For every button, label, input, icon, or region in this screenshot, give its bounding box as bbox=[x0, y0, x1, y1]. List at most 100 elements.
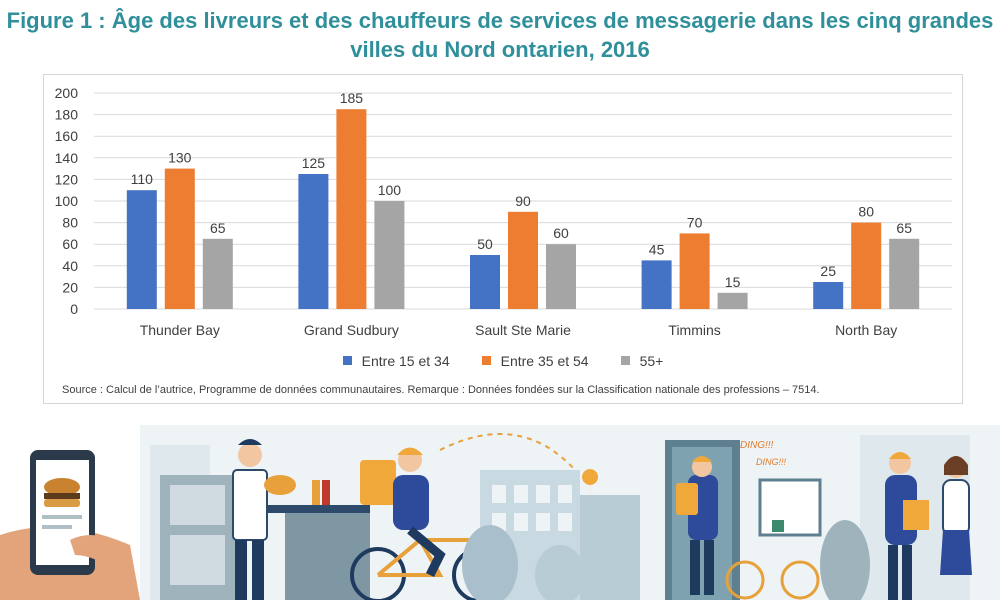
legend-item: Entre 15 et 34 bbox=[342, 353, 450, 369]
y-tick-label: 120 bbox=[55, 171, 79, 187]
oven-window-lower bbox=[170, 535, 225, 585]
courier-leg bbox=[704, 540, 714, 595]
data-label: 185 bbox=[340, 90, 364, 106]
data-label: 15 bbox=[725, 274, 741, 290]
route-path bbox=[439, 433, 576, 471]
burger-bun bbox=[44, 499, 80, 507]
data-label: 80 bbox=[858, 204, 874, 220]
bar bbox=[851, 222, 882, 309]
data-label: 70 bbox=[687, 214, 703, 230]
bar bbox=[546, 244, 576, 309]
house-window bbox=[758, 478, 822, 537]
bush bbox=[462, 525, 518, 600]
location-pin-icon bbox=[582, 469, 599, 503]
data-label: 45 bbox=[649, 241, 665, 257]
ding-text: DING!!! bbox=[740, 440, 774, 451]
bar-chart: 0 20 40 60 80 100 120 140 160 180 200 110 130 65 Thund… bbox=[55, 85, 952, 338]
x-category-label: North Bay bbox=[835, 322, 897, 338]
cook-cap bbox=[238, 439, 262, 445]
x-category-label: Timmins bbox=[668, 322, 720, 338]
bush bbox=[820, 520, 870, 600]
source-note: Source : Calcul de l’autrice, Programme … bbox=[62, 384, 820, 396]
bush bbox=[535, 545, 585, 600]
ding-text: DING!!! bbox=[756, 457, 787, 467]
legend-swatch bbox=[620, 356, 630, 365]
legend-swatch bbox=[342, 356, 352, 365]
oven-window bbox=[170, 485, 225, 525]
counter-top bbox=[240, 505, 370, 513]
courier-right-leg bbox=[888, 545, 898, 600]
screen-text-line bbox=[42, 525, 72, 529]
y-tick-label: 80 bbox=[62, 215, 78, 231]
bar bbox=[374, 201, 405, 309]
data-label: 100 bbox=[378, 182, 402, 198]
legend-label: Entre 35 et 54 bbox=[500, 353, 589, 369]
ketchup-bottle bbox=[322, 480, 330, 505]
y-tick-label: 140 bbox=[55, 150, 79, 166]
legend-item: 55+ bbox=[620, 353, 664, 369]
data-label: 65 bbox=[210, 220, 226, 236]
legend-label: 55+ bbox=[639, 353, 664, 369]
cook-apron bbox=[232, 469, 268, 541]
y-tick-label: 180 bbox=[55, 107, 79, 123]
bar bbox=[717, 292, 748, 309]
y-tick-label: 200 bbox=[55, 85, 79, 101]
bar bbox=[336, 109, 367, 309]
bar bbox=[679, 233, 710, 309]
data-label: 110 bbox=[131, 171, 154, 187]
cyclist-body bbox=[393, 475, 429, 530]
building-windows bbox=[492, 485, 572, 531]
cook-leg-right bbox=[252, 540, 264, 600]
data-label: 50 bbox=[477, 236, 493, 252]
cook-head bbox=[238, 443, 262, 467]
delivery-bag bbox=[903, 500, 929, 530]
bar bbox=[164, 168, 195, 309]
legend-swatch bbox=[481, 356, 491, 365]
bar bbox=[202, 238, 233, 309]
delivery-backpack bbox=[360, 460, 396, 505]
x-category-label: Sault Ste Marie bbox=[475, 322, 571, 338]
legend-item: Entre 35 et 54 bbox=[481, 353, 589, 369]
bar bbox=[126, 190, 157, 309]
legend-label: Entre 15 et 34 bbox=[361, 353, 450, 369]
y-tick-label: 20 bbox=[62, 279, 78, 295]
x-category-label: Grand Sudbury bbox=[304, 322, 399, 338]
chart-container: 0 20 40 60 80 100 120 140 160 180 200 110 130 65 Thund… bbox=[43, 74, 963, 404]
chart-title: Figure 1 : Âge des livreurs et des chauf… bbox=[6, 8, 994, 62]
data-label: 125 bbox=[302, 155, 326, 171]
y-tick-label: 160 bbox=[55, 128, 79, 144]
screen-text-line bbox=[42, 515, 82, 519]
data-label: 60 bbox=[553, 225, 569, 241]
window-plant bbox=[772, 520, 784, 532]
x-category-label: Thunder Bay bbox=[140, 322, 220, 338]
bar bbox=[641, 260, 672, 309]
courier-right-cap bbox=[889, 452, 911, 459]
data-label: 130 bbox=[168, 150, 192, 166]
building-right bbox=[580, 495, 640, 600]
burger-patty bbox=[44, 493, 80, 499]
courier-backpack bbox=[676, 483, 698, 515]
bar bbox=[508, 211, 538, 309]
cook-leg-left bbox=[235, 540, 247, 600]
bar bbox=[470, 255, 500, 309]
courier-leg bbox=[690, 540, 700, 595]
cyclist-leg bbox=[407, 526, 446, 578]
chart-legend: Entre 15 et 34 Entre 35 et 54 55+ bbox=[44, 353, 962, 369]
cyclist-helmet bbox=[397, 447, 423, 455]
y-tick-label: 100 bbox=[55, 193, 79, 209]
parked-bike-wheel bbox=[780, 560, 820, 600]
bar bbox=[298, 174, 329, 309]
burger-icon bbox=[44, 478, 80, 496]
parked-bike-wheel bbox=[725, 560, 765, 600]
delivery-illustration: DING!!! DING!!! bbox=[0, 425, 1000, 600]
data-label: 25 bbox=[820, 263, 836, 279]
customer-body bbox=[942, 479, 970, 536]
finger bbox=[70, 535, 130, 575]
data-label: 90 bbox=[515, 193, 531, 209]
y-tick-label: 40 bbox=[62, 258, 78, 274]
bar bbox=[889, 238, 920, 309]
food-bag bbox=[264, 475, 296, 495]
data-label: 65 bbox=[896, 220, 912, 236]
courier-right-leg bbox=[902, 545, 912, 600]
y-tick-label: 60 bbox=[62, 236, 78, 252]
